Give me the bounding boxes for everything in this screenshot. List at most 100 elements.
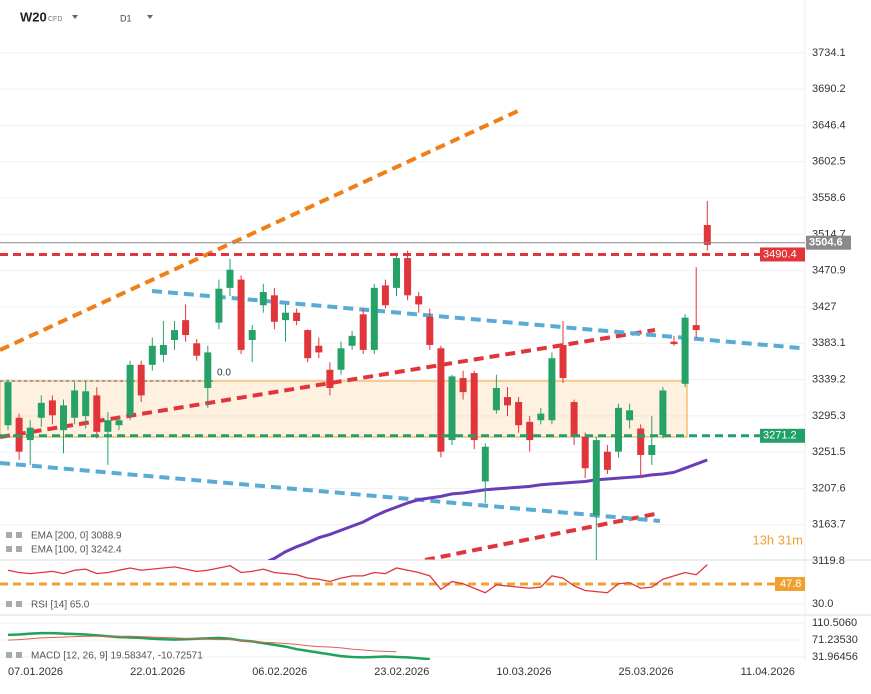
candle-body bbox=[248, 330, 256, 340]
level-label-box bbox=[775, 576, 805, 591]
candle-body bbox=[648, 445, 656, 455]
candle-body bbox=[293, 312, 301, 321]
legend-icon bbox=[16, 546, 22, 552]
x-tick-label: 22.01.2026 bbox=[130, 666, 185, 678]
candle-body bbox=[326, 369, 334, 388]
y-tick-label: 3734.1 bbox=[812, 47, 846, 59]
dropdown-arrow[interactable] bbox=[72, 15, 78, 19]
dropdown-arrow[interactable] bbox=[147, 15, 153, 19]
trend-line bbox=[0, 461, 661, 523]
candle-body bbox=[470, 373, 478, 441]
y-tick-label: 3163.7 bbox=[812, 519, 846, 531]
candle-body bbox=[4, 382, 12, 426]
candle-body bbox=[60, 405, 67, 431]
candle-body bbox=[37, 402, 45, 418]
x-tick-label: 25.03.2026 bbox=[619, 666, 674, 678]
candle-body bbox=[204, 352, 212, 388]
candle-body bbox=[82, 391, 90, 417]
candle-body bbox=[270, 295, 278, 322]
timeframe[interactable]: D1 bbox=[120, 13, 132, 23]
candle-body bbox=[115, 420, 123, 426]
candle-body bbox=[526, 421, 534, 441]
price-label: 3504.6 bbox=[809, 237, 843, 249]
candle-body bbox=[182, 320, 190, 336]
instrument-type: CFD bbox=[48, 16, 62, 23]
y-tick-label: 30.0 bbox=[812, 598, 833, 610]
legend-icon bbox=[16, 532, 22, 538]
candle-body bbox=[626, 410, 634, 421]
rsi-line bbox=[7, 564, 708, 594]
legend-icon bbox=[16, 601, 22, 607]
candle-body bbox=[659, 390, 667, 436]
candle-body bbox=[381, 285, 389, 306]
candle-body bbox=[193, 343, 201, 356]
x-tick-label: 11.04.2026 bbox=[741, 666, 795, 678]
y-tick-label: 3690.2 bbox=[812, 83, 846, 95]
candle-body bbox=[504, 397, 511, 406]
indicator-label: EMA [200, 0] 3088.9 bbox=[31, 531, 122, 542]
instrument[interactable]: W20 bbox=[20, 9, 47, 24]
candle-body bbox=[426, 316, 434, 345]
y-tick-label: 3119.8 bbox=[812, 555, 845, 567]
trend-line bbox=[424, 512, 656, 560]
legend-icon bbox=[16, 652, 22, 658]
y-tick-label: 3646.4 bbox=[812, 119, 846, 131]
candle-body bbox=[26, 427, 34, 441]
price-label-box bbox=[760, 247, 805, 262]
candle-body bbox=[581, 436, 589, 469]
candle-body bbox=[703, 225, 711, 245]
y-tick-label: 3470.9 bbox=[812, 264, 846, 276]
legend-entry: EMA [100, 0] 3242.4 bbox=[31, 545, 122, 556]
y-tick-label: 3383.1 bbox=[812, 337, 846, 349]
candle-body bbox=[615, 407, 622, 452]
candle-body bbox=[548, 358, 556, 421]
candle-body bbox=[359, 314, 367, 350]
legend-icon bbox=[6, 546, 12, 552]
x-tick-label: 10.03.2026 bbox=[496, 666, 551, 678]
x-tick-label: 23.02.2026 bbox=[374, 666, 429, 678]
x-tick-label: 06.02.2026 bbox=[252, 666, 307, 678]
candle-body bbox=[237, 279, 245, 350]
price-label: 3490.4 bbox=[763, 248, 797, 260]
candle-body bbox=[259, 292, 267, 306]
candle-body bbox=[592, 440, 600, 516]
candle-body bbox=[448, 376, 456, 441]
level-label: 47.8 bbox=[780, 578, 801, 590]
fib-label: 0.0 bbox=[217, 368, 231, 379]
candle-body bbox=[570, 402, 578, 437]
candle-body bbox=[559, 344, 567, 379]
candle-body bbox=[171, 330, 178, 340]
candle-body bbox=[215, 288, 223, 323]
candle-body bbox=[304, 330, 312, 359]
countdown: 13h 31m bbox=[752, 532, 803, 547]
y-tick-label: 3251.5 bbox=[812, 446, 846, 458]
candle-body bbox=[415, 296, 423, 305]
macd-pane bbox=[0, 622, 805, 660]
candle-body bbox=[459, 378, 467, 393]
candle-body bbox=[337, 348, 345, 370]
candle-body bbox=[481, 446, 489, 482]
candle-body bbox=[393, 258, 400, 288]
rsi-label: RSI [14] 65.0 bbox=[31, 600, 90, 611]
legend-icon bbox=[6, 652, 12, 658]
y-tick-label: 31.96456 bbox=[812, 651, 858, 663]
y-tick-label: 110.5060 bbox=[812, 617, 857, 629]
candle-body bbox=[404, 258, 412, 296]
y-tick-label: 3339.2 bbox=[812, 373, 846, 385]
zone bbox=[0, 380, 688, 438]
y-tick-label: 3602.5 bbox=[812, 156, 846, 168]
candle-body bbox=[226, 269, 234, 288]
candle-body bbox=[148, 345, 156, 365]
candle-body bbox=[93, 395, 101, 432]
candle-body bbox=[104, 420, 112, 432]
legend-icon bbox=[6, 532, 12, 538]
candle-body bbox=[159, 344, 167, 355]
candle-body bbox=[637, 428, 645, 455]
candle-body bbox=[603, 451, 611, 470]
y-tick-label: 3558.6 bbox=[812, 192, 846, 204]
y-tick-label: 3295.3 bbox=[812, 410, 846, 422]
candle-body bbox=[48, 400, 56, 416]
trend-line bbox=[151, 289, 801, 350]
legend-icon bbox=[6, 601, 12, 607]
